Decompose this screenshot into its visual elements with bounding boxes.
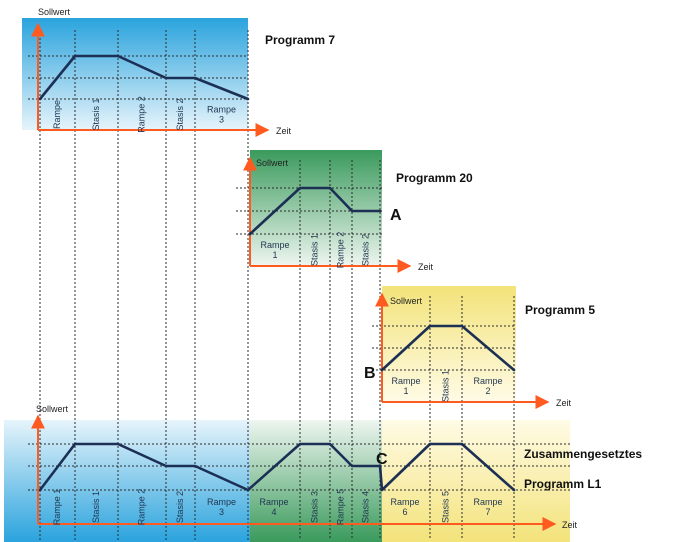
l1-x-label: Zeit xyxy=(562,520,578,530)
program-20-axes xyxy=(243,156,412,273)
segment-label: Stasis 2 xyxy=(175,98,185,130)
program-7-x-label: Zeit xyxy=(276,126,292,136)
program-20-y-label: Sollwert xyxy=(256,158,289,168)
marker-b: B xyxy=(364,365,376,382)
segment-label: Rampe 1 xyxy=(391,376,420,396)
segment-label: Stasis 4 xyxy=(360,491,370,523)
program-7-title: Programm 7 xyxy=(265,33,335,47)
segment-label: Rampe 2 xyxy=(136,489,146,526)
l1-panel-blue xyxy=(4,420,250,542)
segment-label: Stasis 1 xyxy=(91,491,101,523)
segment-label: Rampe 1 xyxy=(260,240,289,260)
program-5-profile xyxy=(380,324,516,372)
segment-label: Rampe 3 xyxy=(207,105,236,125)
l1-profile xyxy=(38,442,516,492)
program-5-segment-labels: Rampe 1 Stasis 1 Rampe 2 xyxy=(391,370,502,402)
profiles xyxy=(38,54,516,492)
segment-label: Rampe 2 xyxy=(136,96,146,133)
program-7-axes xyxy=(31,22,270,137)
program-20-title: Programm 20 xyxy=(396,171,473,185)
segment-label: Stasis 1 xyxy=(309,234,319,266)
marker-c: C xyxy=(376,451,388,468)
program-20-panel xyxy=(250,150,382,266)
program-5-x-label: Zeit xyxy=(556,398,572,408)
program-5-y-label: Sollwert xyxy=(390,296,423,306)
l1-title-line1: Zusammengesetztes xyxy=(524,447,642,461)
l1-segment-labels: Rampe 1 Stasis 1 Rampe 2 Stasis 2 Rampe 3 Ramp… xyxy=(52,489,503,526)
segment-label: Stasis 2 xyxy=(360,234,370,266)
program-20-x-label: Zeit xyxy=(418,262,434,272)
segment-label: Stasis 2 xyxy=(175,491,185,523)
segment-label: Rampe 5 xyxy=(335,489,345,526)
program-20-segment-labels: Rampe 1 Stasis 1 Rampe 2 Stasis 2 xyxy=(260,232,370,269)
program-5-title: Programm 5 xyxy=(525,303,595,317)
program-7-y-label: Sollwert xyxy=(38,7,71,17)
program-7-profile xyxy=(38,54,250,101)
l1-panel-yellow xyxy=(382,420,570,542)
program-5-panel xyxy=(382,286,516,402)
marker-a: A xyxy=(390,207,402,224)
segment-label: Rampe 4 xyxy=(259,497,288,517)
segment-label: Rampe xyxy=(52,100,62,129)
segment-label: Stasis 1 xyxy=(440,370,450,402)
segment-label: Stasis 1 xyxy=(91,98,101,130)
segment-label: Rampe 2 xyxy=(335,232,345,269)
l1-axes xyxy=(31,414,557,531)
segment-label: Stasis 5 xyxy=(440,491,450,523)
l1-panel-green xyxy=(250,420,382,542)
segment-label: Rampe 3 xyxy=(207,497,236,517)
segment-label: Stasis 3 xyxy=(309,491,319,523)
l1-y-label: Sollwert xyxy=(36,404,69,414)
segment-label: Rampe 2 xyxy=(473,376,502,396)
program-5-axes xyxy=(375,292,550,409)
segment-label: Rampe 7 xyxy=(473,497,502,517)
segment-label: Rampe 6 xyxy=(390,497,419,517)
l1-title-line2: Programm L1 xyxy=(524,477,602,491)
program-7-segment-labels: Rampe Stasis 1 Rampe 2 Stasis 2 Rampe 3 xyxy=(52,96,236,133)
segment-label: Rampe 1 xyxy=(52,489,62,526)
program-20-profile xyxy=(248,186,382,236)
